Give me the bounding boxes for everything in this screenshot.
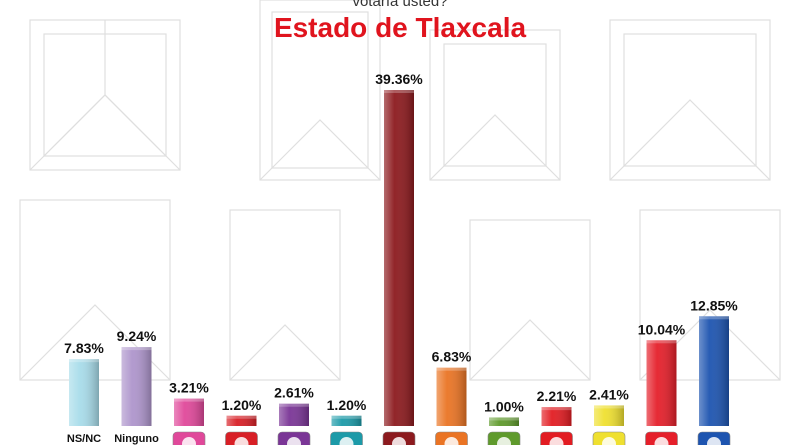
bar-13-cap [699,316,729,320]
bar-3 [174,398,204,426]
bar-6-cap [331,415,362,419]
bar-12-shine [646,340,677,426]
red-star-party-logo-icon [540,431,573,445]
bar-13 [699,316,729,426]
question-text: votaría usted? [352,0,448,10]
value-label-11: 2.41% [589,386,629,402]
bar-6 [331,415,362,426]
bar-5-cap [279,403,309,407]
value-label-4: 1.20% [222,397,262,413]
bar-10 [541,407,572,426]
teal-party-logo-icon [330,431,363,445]
bar-4-shine [226,415,257,426]
bar-1-cap [69,359,99,363]
purple-party-logo-icon [277,431,311,445]
value-label-9: 1.00% [484,398,524,414]
bar-10-shine [541,407,572,426]
bar-12 [646,340,677,426]
bar-7 [384,90,414,426]
value-label-3: 3.21% [169,380,209,396]
bar-9-cap [489,417,519,421]
value-label-12: 10.04% [638,321,686,337]
bar-3-cap [174,398,204,402]
bar-13-shine [699,316,729,426]
bar-12-cap [646,340,677,344]
bar-2-cap [121,347,152,351]
bar-1 [69,359,99,426]
value-label-1: 7.83% [64,340,104,356]
value-label-10: 2.21% [537,388,577,404]
bar-6-shine [331,415,362,426]
bar-7-shine [384,90,414,426]
bar-10-cap [541,407,572,411]
bar-2 [121,347,152,426]
red-party-logo-icon [225,431,258,445]
bar-4 [226,415,257,426]
bar-9 [489,417,519,426]
value-label-2: 9.24% [117,328,157,344]
value-label-7: 39.36% [375,71,423,87]
pan-logo-icon [697,431,731,445]
bar-5-shine [279,403,309,426]
bar-11-cap [594,405,624,409]
chart-title: Estado de Tlaxcala [273,12,527,43]
value-label-6: 1.20% [327,397,367,413]
category-label-1: NS/NC [67,433,101,445]
bar-5 [279,403,309,426]
maroon-party-logo-icon [382,431,416,445]
bar-9-shine [489,417,519,426]
bar-8-shine [436,367,467,426]
bar-11 [594,405,624,426]
value-label-8: 6.83% [432,349,472,365]
bar-7-cap [384,90,414,93]
green-party-logo-icon [487,431,521,445]
value-label-13: 12.85% [690,297,738,313]
bar-1-shine [69,359,99,426]
bar-8 [436,367,467,426]
yellow-party-logo-icon [592,431,626,445]
pink-party-logo-icon [172,431,206,445]
bar-2-shine [121,347,152,426]
value-label-5: 2.61% [274,385,314,401]
bar-4-cap [226,415,257,419]
pri-logo-icon [645,431,678,445]
bar-8-cap [436,367,467,371]
bar-11-shine [594,405,624,426]
category-label-2: Ninguno [114,433,159,445]
orange-party-logo-icon [435,431,468,445]
bar-3-shine [174,398,204,426]
